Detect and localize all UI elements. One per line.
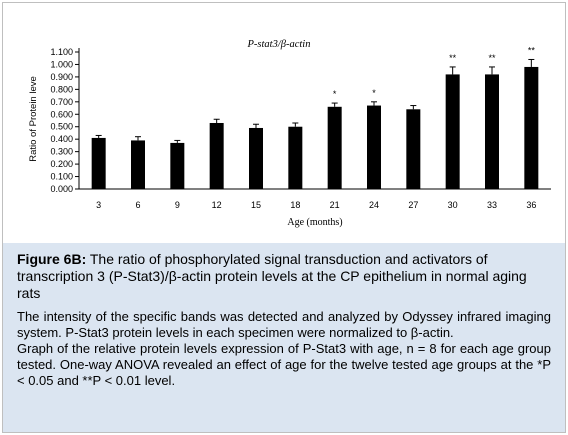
- significance-marker: **: [488, 53, 496, 63]
- bar: [91, 137, 106, 189]
- x-tick-label: 15: [251, 200, 261, 210]
- x-tick-label: 36: [526, 200, 536, 210]
- bar: [524, 66, 539, 189]
- caption-paragraph-1: The intensity of the specific bands was …: [17, 309, 551, 340]
- x-tick-label: 27: [408, 200, 418, 210]
- bar: [170, 142, 185, 189]
- significance-marker: **: [528, 45, 536, 55]
- chart-title: P-stat3/β-actin: [247, 39, 311, 50]
- significance-marker: *: [333, 89, 337, 99]
- y-tick-label: 0.300: [50, 147, 73, 157]
- y-tick-label: 0.900: [50, 72, 73, 82]
- figure-label: Figure 6B:: [17, 251, 87, 267]
- bar: [327, 106, 342, 189]
- x-tick-label: 3: [96, 200, 101, 210]
- x-axis-label: Age (months): [287, 217, 342, 228]
- y-tick-label: 0.700: [50, 97, 73, 107]
- bar: [209, 122, 224, 189]
- x-tick-label: 24: [369, 200, 379, 210]
- bar-chart: P-stat3/β-actin 0.000 0.100 0.200 0.300 0.40…: [28, 39, 551, 228]
- bar: [445, 74, 460, 189]
- bar: [288, 126, 303, 189]
- y-ticks: 0.000 0.100 0.200 0.300 0.400 0.500 0.600 0.700…: [50, 47, 79, 194]
- y-tick-label: 0.500: [50, 122, 73, 132]
- bar: [367, 105, 381, 189]
- bar: [131, 140, 145, 189]
- figure-caption: Figure 6B: The ratio of phosphorylated s…: [3, 243, 565, 432]
- y-tick-label: 0.400: [50, 134, 73, 144]
- y-tick-label: 0.100: [50, 172, 73, 182]
- significance-marker: **: [449, 53, 457, 63]
- bar: [249, 127, 263, 189]
- y-tick-label: 0.200: [50, 159, 73, 169]
- x-tick-label: 9: [175, 200, 180, 210]
- significance-marker: *: [372, 88, 376, 98]
- x-tick-label: 12: [212, 200, 222, 210]
- x-tick-label: 6: [135, 200, 140, 210]
- figure-title-text: The ratio of phosphorylated signal trans…: [17, 251, 527, 301]
- y-tick-label: 0.600: [50, 109, 73, 119]
- bars: * *** ****: [91, 45, 539, 189]
- y-tick-label: 1.100: [50, 47, 73, 57]
- x-ticks: 3 6 9 12 15 18 21 24 27 30 33 36: [96, 200, 536, 210]
- x-tick-label: 21: [330, 200, 340, 210]
- bar: [406, 109, 421, 189]
- x-tick-label: 30: [448, 200, 458, 210]
- caption-paragraph-2: Graph of the relative protein levels exp…: [17, 341, 551, 388]
- bar: [485, 74, 499, 189]
- x-tick-label: 18: [290, 200, 300, 210]
- x-tick-label: 33: [487, 200, 497, 210]
- y-axis-label: Ratio of Protein leve: [28, 76, 39, 162]
- y-tick-label: 0.000: [50, 184, 73, 194]
- y-tick-label: 0.800: [50, 84, 73, 94]
- y-tick-label: 1.000: [50, 59, 73, 69]
- chart-area: P-stat3/β-actin 0.000 0.100 0.200 0.300 0.40…: [3, 3, 565, 243]
- caption-heading: Figure 6B: The ratio of phosphorylated s…: [17, 251, 551, 302]
